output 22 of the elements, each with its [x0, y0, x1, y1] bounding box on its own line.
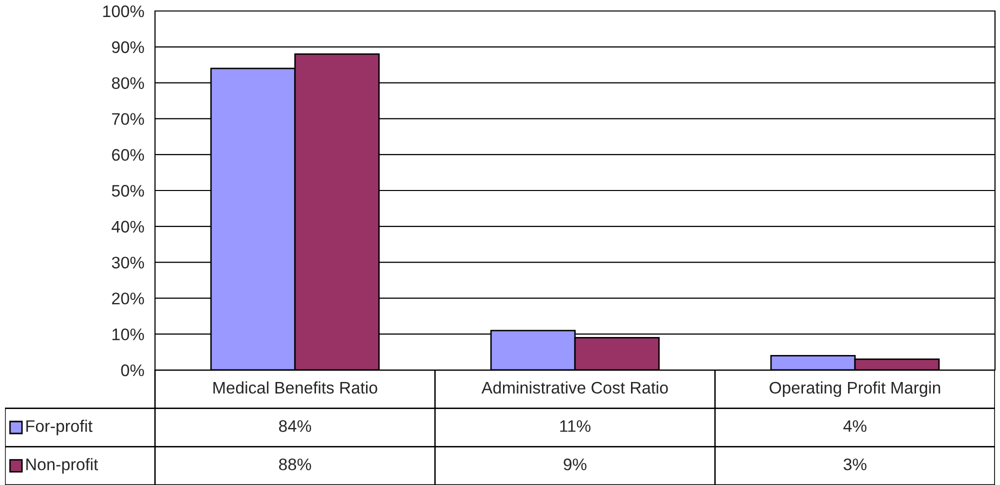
y-tick-label: 30% — [112, 256, 144, 269]
data-label: 9% — [564, 458, 586, 470]
y-tick-label: 60% — [112, 149, 144, 161]
x-tick-label: Administrative Cost Ratio — [481, 381, 668, 394]
x-tick-label: Operating Profit Margin — [770, 381, 940, 397]
legend-label: Non-profit — [26, 458, 98, 474]
data-label: 11% — [560, 420, 590, 432]
y-tick-label: 70% — [112, 113, 144, 125]
y-tick-label: 0% — [121, 364, 144, 376]
data-label: 4% — [843, 420, 866, 432]
legend-label: For-profit — [26, 420, 92, 436]
y-tick-label: 100% — [103, 5, 144, 18]
y-tick-label: 40% — [112, 220, 144, 233]
y-tick-label: 80% — [112, 77, 144, 90]
data-label: 3% — [844, 458, 866, 470]
y-tick-label: 50% — [112, 184, 144, 197]
x-tick-label: Medical Benefits Ratio — [213, 381, 378, 394]
y-tick-label: 20% — [112, 292, 144, 304]
y-tick-label: 10% — [112, 328, 144, 340]
data-label: 84% — [279, 420, 312, 432]
data-label: 88% — [279, 458, 312, 470]
y-tick-label: 90% — [112, 41, 144, 54]
